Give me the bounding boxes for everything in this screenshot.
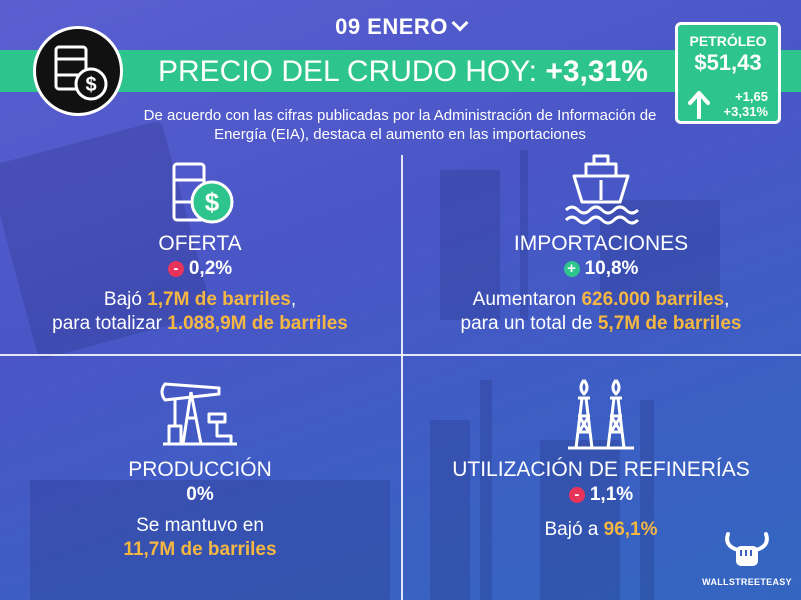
desc-text: ,	[290, 289, 297, 310]
price-change: +1,65 +3,31%	[724, 89, 768, 119]
refinerias-pct-value: 1,1%	[589, 484, 634, 505]
quadrant-produccion: PRODUCCIÓN 0% Se mantuvo en 11,7M de bar…	[0, 378, 400, 562]
price-change-pct: +3,31%	[723, 104, 768, 119]
title-banner	[0, 50, 801, 92]
desc-text: ,	[724, 289, 730, 310]
importaciones-pct: + 10,8%	[401, 258, 801, 280]
brand-logo: WALLSTREETEASY	[702, 530, 792, 587]
importaciones-title: IMPORTACIONES	[513, 232, 689, 255]
oil-price-card: PETRÓLEO $51,43 +1,65 +3,31%	[675, 22, 781, 124]
price-value: $51,43	[694, 50, 762, 75]
refinery-flare-icon	[568, 379, 634, 450]
svg-text:$: $	[205, 187, 220, 217]
brand-name: WALLSTREETEASY	[702, 577, 792, 587]
subtitle: De acuerdo con las cifras publicadas por…	[143, 107, 657, 143]
svg-text:$: $	[85, 74, 96, 96]
desc-text: para totalizar	[52, 313, 168, 334]
title-prefix: PRECIO DEL CRUDO HOY:	[158, 55, 537, 88]
desc-highlight: 1,7M de barriles	[147, 289, 291, 310]
quadrant-oferta: $ OFERTA - 0,2% Bajó 1,7M de barriles, p…	[0, 158, 400, 336]
date-label: 09 ENERO	[335, 14, 448, 39]
minus-icon: -	[167, 261, 184, 277]
desc-text: Aumentaron	[472, 289, 582, 310]
desc-highlight: 1.088,9M de barriles	[167, 313, 348, 334]
importaciones-description: Aumentaron 626.000 barriles, para un tot…	[401, 288, 801, 336]
desc-highlight: 626.000 barriles	[581, 289, 725, 310]
desc-highlight: 96,1%	[603, 519, 658, 540]
desc-text: Se mantuvo en	[136, 515, 264, 536]
refinerias-title: UTILIZACIÓN DE REFINERÍAS	[452, 458, 750, 481]
refinerias-description: Bajó a 96,1%	[401, 518, 801, 542]
produccion-pct: 0%	[0, 484, 400, 506]
minus-icon: -	[568, 487, 585, 503]
importaciones-pct-value: 10,8%	[584, 258, 639, 279]
oil-barrel-dollar-icon: $	[172, 162, 234, 224]
produccion-title: PRODUCCIÓN	[128, 458, 272, 481]
produccion-pct-value: 0%	[186, 484, 214, 505]
desc-text: para un total de	[460, 313, 598, 334]
refinerias-pct: - 1,1%	[401, 484, 801, 506]
plus-icon: +	[563, 261, 580, 277]
produccion-description: Se mantuvo en 11,7M de barriles	[0, 514, 400, 562]
oferta-description: Bajó 1,7M de barriles, para totalizar 1.…	[0, 288, 400, 336]
ship-icon	[564, 154, 640, 225]
oferta-title: OFERTA	[158, 232, 242, 255]
pumpjack-icon	[160, 382, 237, 446]
chevron-down-icon	[451, 14, 469, 32]
date-selector[interactable]: 09 ENERO	[0, 14, 801, 40]
oil-barrel-dollar-icon: $	[33, 26, 123, 116]
price-label: PETRÓLEO	[689, 33, 767, 49]
title-value: +3,31%	[545, 55, 648, 88]
desc-highlight: 11,7M de barriles	[123, 539, 277, 560]
bull-fist-logo	[725, 532, 769, 566]
arrow-up-icon	[688, 91, 710, 119]
page-title: PRECIO DEL CRUDO HOY: +3,31%	[158, 51, 648, 93]
divider-vertical	[401, 155, 403, 600]
desc-highlight: 5,7M de barriles	[597, 313, 742, 334]
quadrant-importaciones: IMPORTACIONES + 10,8% Aumentaron 626.000…	[401, 152, 801, 336]
oferta-pct: - 0,2%	[0, 258, 400, 280]
desc-text: Bajó	[103, 289, 148, 310]
divider-horizontal	[0, 354, 801, 356]
quadrant-refinerias: UTILIZACIÓN DE REFINERÍAS - 1,1% Bajó a …	[401, 376, 801, 542]
desc-text: Bajó a	[544, 519, 604, 540]
oferta-pct-value: 0,2%	[188, 258, 233, 279]
price-change-abs: +1,65	[735, 89, 768, 104]
